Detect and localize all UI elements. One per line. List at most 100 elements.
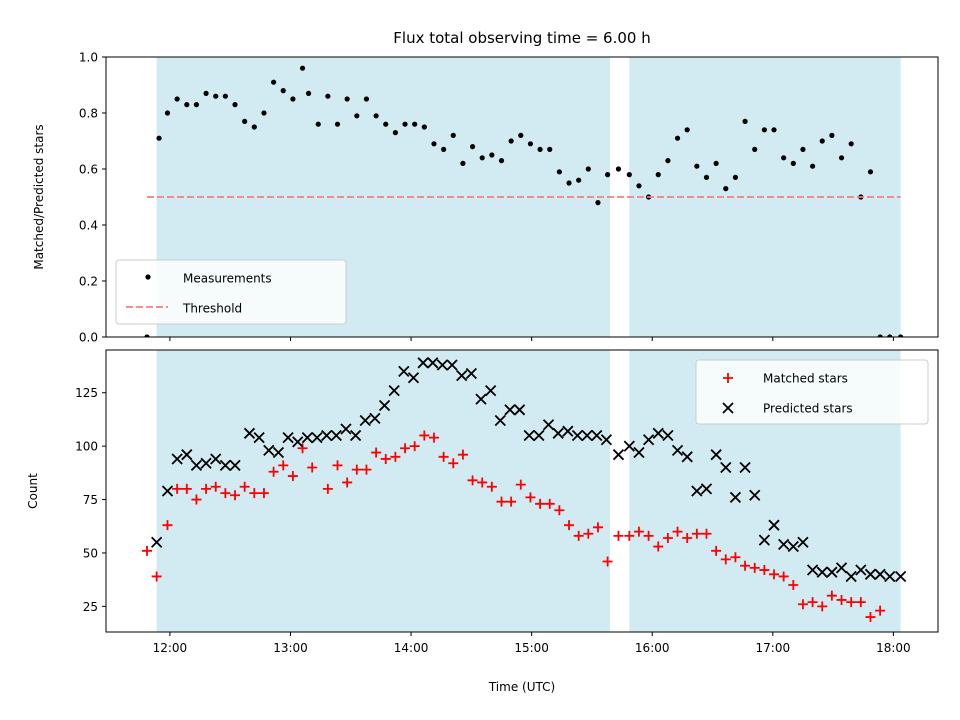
matched-star-point bbox=[220, 488, 231, 499]
matched-star-point bbox=[643, 530, 654, 541]
x-tick-label: 17:00 bbox=[756, 641, 791, 655]
predicted-star-point bbox=[710, 449, 722, 461]
matched-star-point bbox=[855, 597, 866, 608]
measurement-point bbox=[713, 160, 719, 166]
matched-star-point bbox=[141, 545, 152, 556]
measurement-point bbox=[441, 146, 447, 152]
x-tick-label: 14:00 bbox=[394, 641, 429, 655]
predicted-star-point bbox=[465, 367, 477, 380]
matched-star-point bbox=[778, 571, 789, 582]
predicted-star-point bbox=[330, 429, 342, 442]
matched-star-point bbox=[201, 483, 212, 494]
measurement-point bbox=[156, 135, 162, 141]
matched-star-point bbox=[711, 545, 722, 556]
matched-star-point bbox=[633, 526, 644, 537]
measurement-point bbox=[184, 102, 190, 108]
measurement-point bbox=[761, 127, 767, 133]
predicted-star-point bbox=[523, 429, 535, 442]
matched-star-point bbox=[249, 488, 260, 499]
measurement-point bbox=[305, 90, 312, 96]
series-matched-stars bbox=[141, 430, 886, 623]
measurement-point bbox=[508, 138, 514, 144]
measurement-point bbox=[383, 121, 389, 127]
predicted-star-point bbox=[542, 419, 555, 431]
predicted-star-point bbox=[446, 359, 458, 371]
matched-star-point bbox=[361, 464, 372, 475]
predicted-star-point bbox=[749, 489, 761, 501]
predicted-star-point bbox=[181, 449, 193, 461]
legend-label: Matched stars bbox=[763, 372, 848, 386]
predicted-star-point bbox=[533, 429, 545, 442]
predicted-star-point bbox=[571, 429, 584, 442]
matched-star-point bbox=[662, 533, 673, 543]
matched-star-point bbox=[307, 462, 318, 473]
predicted-star-point bbox=[229, 459, 241, 472]
measurement-point bbox=[498, 158, 505, 164]
predicted-star-point bbox=[768, 519, 780, 531]
predicted-star-point bbox=[600, 434, 613, 446]
predicted-star-point bbox=[623, 440, 635, 452]
predicted-star-point bbox=[720, 461, 732, 474]
x-tick-label: 13:00 bbox=[273, 641, 308, 655]
legend-marker bbox=[723, 373, 733, 383]
measurement-point bbox=[742, 118, 748, 124]
predicted-star-point bbox=[845, 570, 857, 583]
predicted-star-point bbox=[253, 431, 265, 444]
matched-star-point bbox=[371, 447, 382, 458]
plot-frame bbox=[105, 56, 939, 338]
x-tick-label: 12:00 bbox=[153, 641, 188, 655]
y-tick-label: 0.6 bbox=[79, 163, 98, 177]
matched-star-point bbox=[701, 528, 712, 539]
measurement-point bbox=[460, 160, 466, 166]
measurement-point bbox=[537, 146, 543, 152]
measurement-point bbox=[800, 146, 806, 152]
y-tick-label: 50 bbox=[83, 546, 98, 560]
predicted-star-point bbox=[729, 491, 742, 504]
matched-star-point bbox=[682, 533, 693, 543]
matched-star-point bbox=[457, 449, 468, 460]
measurement-point bbox=[605, 172, 611, 178]
legend-label: Measurements bbox=[183, 272, 272, 286]
predicted-star-point bbox=[171, 453, 183, 465]
predicted-star-point bbox=[642, 434, 655, 446]
measurement-point bbox=[325, 93, 331, 99]
predicted-star-point bbox=[200, 457, 212, 469]
matched-star-point bbox=[740, 560, 751, 571]
y-tick-label: 125 bbox=[75, 386, 98, 400]
predicted-star-point bbox=[292, 436, 304, 448]
matched-star-point bbox=[875, 605, 886, 616]
predicted-star-point bbox=[243, 427, 256, 439]
measurement-point bbox=[290, 96, 296, 102]
y-axis-label: Count bbox=[26, 473, 40, 509]
measurement-point bbox=[723, 186, 729, 192]
predicted-star-point bbox=[190, 459, 203, 472]
matched-star-point bbox=[332, 460, 343, 471]
matched-star-point bbox=[162, 520, 173, 531]
matched-star-point bbox=[268, 466, 279, 477]
matched-star-point bbox=[624, 530, 635, 541]
predicted-star-point bbox=[691, 485, 703, 497]
predicted-star-point bbox=[210, 453, 222, 465]
legend-box bbox=[115, 259, 347, 325]
measurement-point bbox=[489, 152, 495, 158]
y-tick-label: 75 bbox=[83, 493, 98, 507]
predicted-star-point bbox=[161, 485, 174, 497]
matched-star-point bbox=[759, 565, 770, 576]
measurement-point bbox=[898, 334, 904, 337]
matched-star-point bbox=[672, 526, 683, 537]
matched-star-point bbox=[486, 481, 497, 492]
measurement-point bbox=[887, 334, 893, 337]
top-panel-ratio: 0.0 0.2 0.4 0.6 0.8 1.0 Matched/Predicted star… bbox=[32, 51, 939, 345]
measurement-point bbox=[867, 169, 874, 175]
measurement-point bbox=[838, 155, 845, 161]
matched-star-point bbox=[564, 520, 575, 531]
legend-marker bbox=[145, 274, 151, 280]
measurement-point bbox=[556, 169, 562, 175]
matched-star-point bbox=[151, 571, 162, 582]
predicted-star-point bbox=[562, 425, 574, 437]
y-tick-label: 100 bbox=[75, 440, 98, 454]
measurement-point bbox=[479, 155, 485, 161]
predicted-star-point bbox=[388, 384, 400, 397]
predicted-star-point bbox=[311, 431, 323, 444]
